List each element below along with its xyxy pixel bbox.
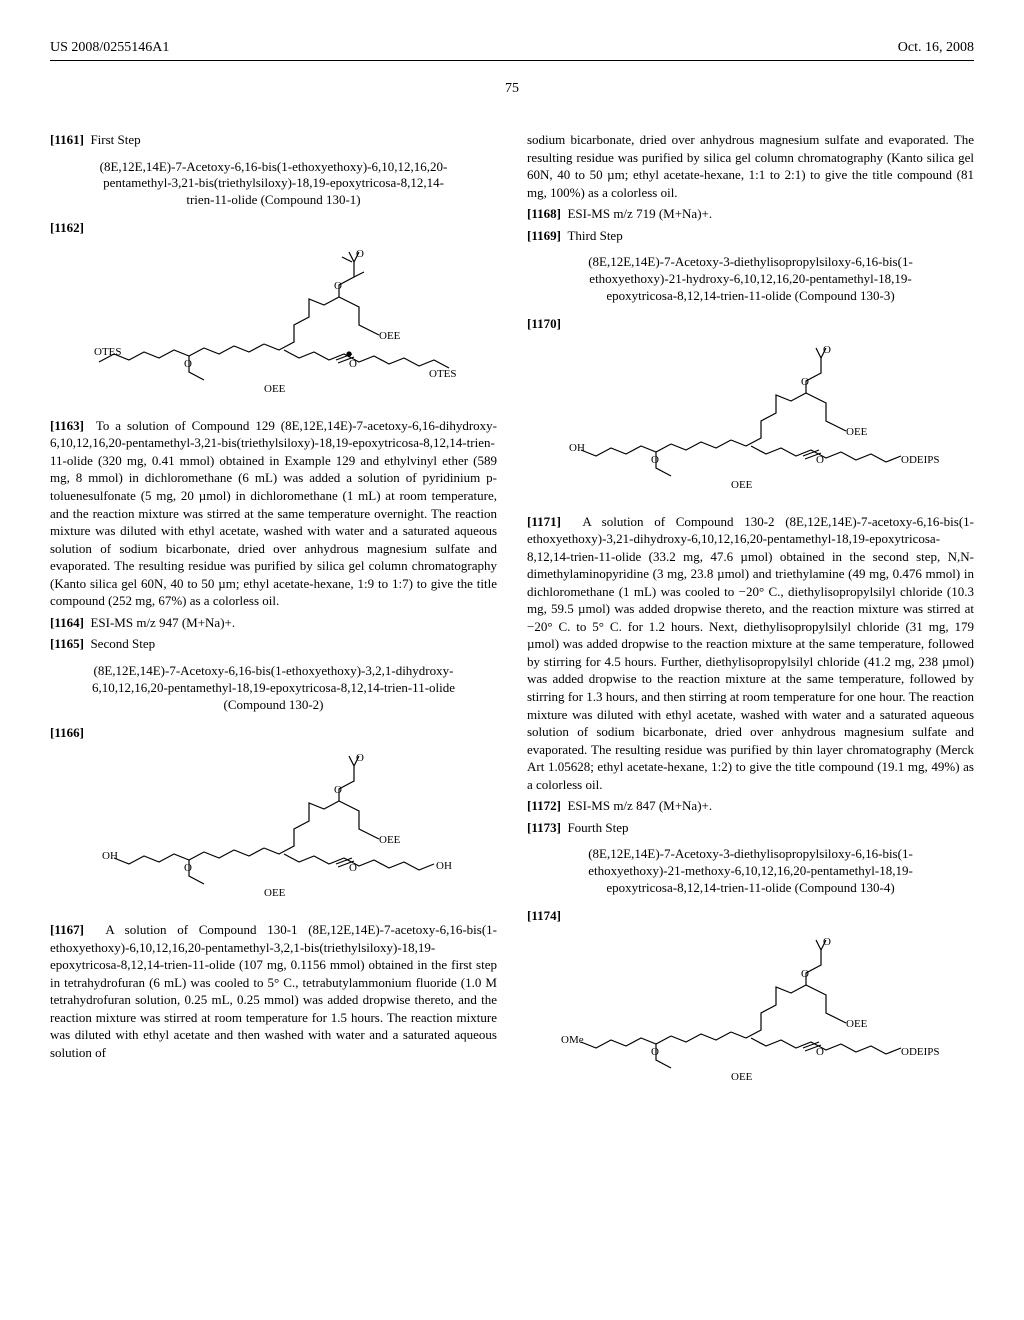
svg-text:O: O [349, 358, 357, 370]
svg-text:ODEIPS: ODEIPS [901, 1046, 940, 1058]
svg-text:OEE: OEE [379, 330, 401, 342]
svg-text:O: O [816, 454, 824, 466]
left-column: [1161] First Step (8E,12E,14E)-7-Acetoxy… [50, 127, 497, 1095]
svg-text:O: O [334, 784, 342, 796]
svg-text:O: O [184, 862, 192, 874]
para-text: To a solution of Compound 129 (8E,12E,14… [50, 418, 497, 608]
svg-text:O: O [823, 344, 831, 356]
para-num: [1161] [50, 132, 84, 147]
para-num: [1162] [50, 220, 84, 235]
para-num: [1166] [50, 725, 84, 740]
svg-text:ODEIPS: ODEIPS [901, 454, 940, 466]
para-continuation: sodium bicarbonate, dried over anhydrous… [527, 131, 974, 201]
para-num: [1171] [527, 514, 561, 529]
para-num: [1172] [527, 798, 561, 813]
para-text: Second Step [90, 636, 155, 651]
svg-text:OTES: OTES [429, 368, 457, 380]
compound-title: (8E,12E,14E)-7-Acetoxy-3-diethylisopropy… [567, 254, 934, 305]
right-column: sodium bicarbonate, dried over anhydrous… [527, 127, 974, 1095]
svg-text:O: O [651, 1046, 659, 1058]
svg-text:OH: OH [569, 442, 585, 454]
page-number: 75 [50, 81, 974, 97]
svg-text:OEE: OEE [264, 887, 286, 899]
svg-text:OEE: OEE [846, 426, 868, 438]
para-num: [1170] [527, 316, 561, 331]
doc-id: US 2008/0255146A1 [50, 40, 169, 56]
para-text: ESI-MS m/z 719 (M+Na)+. [567, 206, 712, 221]
para-text: ESI-MS m/z 947 (M+Na)+. [90, 615, 235, 630]
svg-text:O: O [334, 280, 342, 292]
para-num: [1173] [527, 820, 561, 835]
svg-text:OMe: OMe [561, 1034, 584, 1046]
svg-text:OEE: OEE [379, 834, 401, 846]
para-num: [1169] [527, 228, 561, 243]
para-text: ESI-MS m/z 847 (M+Na)+. [567, 798, 712, 813]
chemical-structure-4: OMe OEE ODEIPS OEE O O O O [527, 935, 974, 1085]
svg-text:OEE: OEE [846, 1018, 868, 1030]
svg-text:OTES: OTES [94, 346, 122, 358]
svg-text:O: O [801, 968, 809, 980]
compound-title: (8E,12E,14E)-7-Acetoxy-6,16-bis(1-ethoxy… [90, 663, 457, 714]
para-text: A solution of Compound 130-2 (8E,12E,14E… [527, 514, 974, 792]
doc-date: Oct. 16, 2008 [898, 40, 974, 56]
svg-text:O: O [801, 376, 809, 388]
svg-text:O: O [356, 248, 364, 260]
para-num: [1163] [50, 418, 84, 433]
svg-text:O: O [349, 862, 357, 874]
para-num: [1165] [50, 636, 84, 651]
para-num: [1168] [527, 206, 561, 221]
svg-text:OH: OH [436, 860, 452, 872]
svg-text:OEE: OEE [731, 479, 753, 491]
chemical-structure-3: OH OEE ODEIPS OEE O O O O [527, 343, 974, 503]
para-num: [1167] [50, 922, 84, 937]
svg-text:O: O [823, 936, 831, 948]
para-num: [1164] [50, 615, 84, 630]
svg-text:O: O [651, 454, 659, 466]
para-text: First Step [90, 132, 140, 147]
chemical-structure-1: OTES OEE OTES OEE O O O O [50, 247, 497, 407]
svg-text:O: O [184, 358, 192, 370]
compound-title: (8E,12E,14E)-7-Acetoxy-3-diethylisopropy… [567, 846, 934, 897]
para-text: Fourth Step [567, 820, 628, 835]
para-text: Third Step [567, 228, 622, 243]
svg-text:O: O [816, 1046, 824, 1058]
svg-text:O: O [356, 752, 364, 764]
compound-title: (8E,12E,14E)-7-Acetoxy-6,16-bis(1-ethoxy… [90, 159, 457, 210]
para-text: A solution of Compound 130-1 (8E,12E,14E… [50, 922, 497, 1060]
svg-text:OEE: OEE [264, 383, 286, 395]
para-num: [1174] [527, 908, 561, 923]
svg-text:OEE: OEE [731, 1071, 753, 1083]
chemical-structure-2: OH OEE OH OEE O O O O [50, 751, 497, 911]
svg-text:OH: OH [102, 850, 118, 862]
